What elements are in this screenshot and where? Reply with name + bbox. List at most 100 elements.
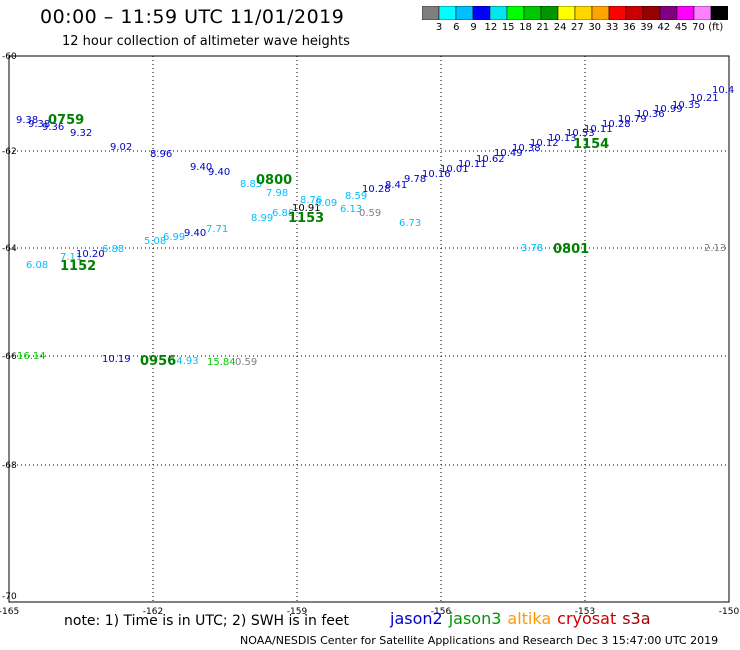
legend-item-jason3: jason3 [448, 609, 502, 628]
color-scale-label: 9 [470, 22, 477, 33]
credit-line: NOAA/NESDIS Center for Satellite Applica… [240, 634, 719, 647]
color-scale-label: 24 [553, 22, 567, 33]
wave-height-label: 9.38 [28, 119, 50, 130]
wave-height-label: 5.08 [144, 236, 166, 247]
wave-height-label: 0.59 [235, 357, 257, 368]
color-scale-label: 27 [571, 22, 584, 33]
lon-tick-label: -159 [287, 607, 308, 617]
color-scale-label: (ft) [708, 22, 724, 33]
pass-time-label: 1154 [573, 137, 609, 152]
wave-height-label: 15.84 [207, 357, 236, 368]
wave-height-label: 8.76 [300, 195, 322, 206]
wave-height-label: 6.99 [163, 232, 185, 243]
wave-height-label: 10.19 [102, 354, 131, 365]
wave-height-label: 10.21 [690, 93, 719, 104]
wave-height-label: 9.40 [190, 162, 212, 173]
wave-height-label: 10.28 [362, 184, 391, 195]
wave-height-label: 14.93 [170, 356, 199, 367]
wave-height-label: 9.40 [208, 167, 230, 178]
lon-tick-label: -156 [431, 607, 452, 617]
wave-height-label: 7.98 [266, 188, 288, 199]
wave-height-label: 6.73 [399, 218, 421, 229]
wave-height-label: 8.59 [345, 191, 367, 202]
wave-height-label: 10.16 [422, 169, 451, 180]
wave-height-label: 10.36 [636, 109, 665, 120]
map-title: 00:00 – 11:59 UTC 11/01/2019 [40, 6, 345, 28]
wave-height-label: 2.13 [704, 243, 726, 254]
wave-height-label: 10.13 [548, 133, 577, 144]
axis-tick-labels: -165 -162 -159 -156 -153 -150 -60 -62 -64 -66 -68 -… [0, 52, 739, 617]
pass-time-label: 1153 [288, 211, 324, 226]
wave-height-label: 9.40 [184, 228, 206, 239]
wave-height-label: 9.02 [110, 142, 132, 153]
lon-tick-label: -162 [143, 607, 163, 617]
wave-height-label: 16.14 [17, 351, 46, 362]
pass-time-label: 0956 [140, 354, 176, 369]
wave-height-label: 9.78 [404, 174, 426, 185]
color-scale-label: 12 [484, 22, 498, 33]
wave-height-label: 10.11 [458, 159, 487, 170]
graticule [9, 56, 729, 602]
wave-height-label: 10.35 [672, 100, 701, 111]
color-scale-bar [422, 6, 728, 20]
lat-tick-label: -64 [2, 244, 17, 254]
lat-tick-label: -62 [2, 147, 17, 157]
legend-item-jason2: jason2 [390, 609, 443, 628]
wave-height-label: 9.36 [42, 122, 64, 133]
wave-height-label: 10.01 [440, 164, 469, 175]
lat-tick-label: -60 [2, 52, 17, 62]
wave-height-label: 10.49 [494, 148, 523, 159]
color-scale-label: 21 [536, 22, 550, 33]
wave-height-label: 7.71 [206, 224, 228, 235]
color-scale-label: 39 [640, 22, 653, 33]
wave-height-label: 10.4 [712, 85, 734, 96]
wave-height-label: 10.28 [602, 119, 631, 130]
wave-height-label: 6.88 [102, 244, 124, 255]
legend-item-altika: altika [507, 609, 552, 628]
wave-height-label: 8.96 [150, 149, 172, 160]
wave-height-label: 8.41 [385, 180, 407, 191]
observation-labels: 9.389.389.369.329.028.969.409.4010.9110.… [16, 85, 734, 368]
lon-tick-label: -165 [0, 607, 19, 617]
pass-time-label: 1152 [60, 259, 96, 274]
legend-item-cryosat: cryosat [557, 609, 617, 628]
color-scale-label: 36 [622, 22, 636, 33]
wave-height-label: 10.11 [584, 124, 613, 135]
lat-tick-label: -66 [2, 352, 17, 362]
legend-item-s3a: s3a [622, 609, 651, 628]
color-scale-label: 42 [657, 22, 671, 33]
lat-tick-label: -70 [2, 592, 17, 602]
pass-time-label: 0800 [256, 173, 292, 188]
color-scale-label: 18 [519, 22, 532, 33]
color-swatch [710, 6, 728, 20]
color-scale-label: 45 [674, 22, 688, 33]
wave-height-label: 10.79 [618, 114, 647, 125]
wave-height-label: 10.99 [654, 104, 683, 115]
map-frame [8, 55, 730, 603]
pass-time-labels: 0759 0800 1153 1154 1152 0801 0956 [48, 113, 609, 369]
color-scale-labels: 3 6 9 12 15 18 21 24 27 30 33 36 39 42 45 70 (ft) [422, 22, 740, 36]
color-scale-label: 15 [501, 22, 515, 33]
wave-height-label: 9.38 [16, 115, 38, 126]
color-scale-label: 6 [453, 22, 460, 33]
wave-height-label: 10.38 [512, 143, 541, 154]
pass-time-label: 0759 [48, 113, 84, 128]
color-scale-label: 33 [605, 22, 619, 33]
wave-height-label: 6.13 [340, 204, 362, 215]
color-scale-label: 70 [692, 22, 705, 33]
wave-height-label: 10.12 [530, 138, 559, 149]
wave-height-label: 8.85 [240, 179, 262, 190]
color-scale-label: 30 [588, 22, 602, 33]
wave-height-label: 9.32 [70, 128, 92, 139]
wave-height-label: 10.62 [476, 154, 505, 165]
lon-tick-label: -150 [719, 607, 740, 617]
wave-height-label: 10.91 [292, 203, 321, 214]
wave-height-label: 7.11 [60, 252, 82, 263]
pass-time-label: 0801 [553, 242, 589, 257]
map-subtitle: 12 hour collection of altimeter wave hei… [62, 34, 350, 49]
wave-height-label: 10.20 [76, 249, 105, 260]
wave-height-label: 8.99 [251, 213, 273, 224]
wave-height-label: 6.88 [272, 208, 294, 219]
wave-height-label: 3.78 [521, 243, 543, 254]
